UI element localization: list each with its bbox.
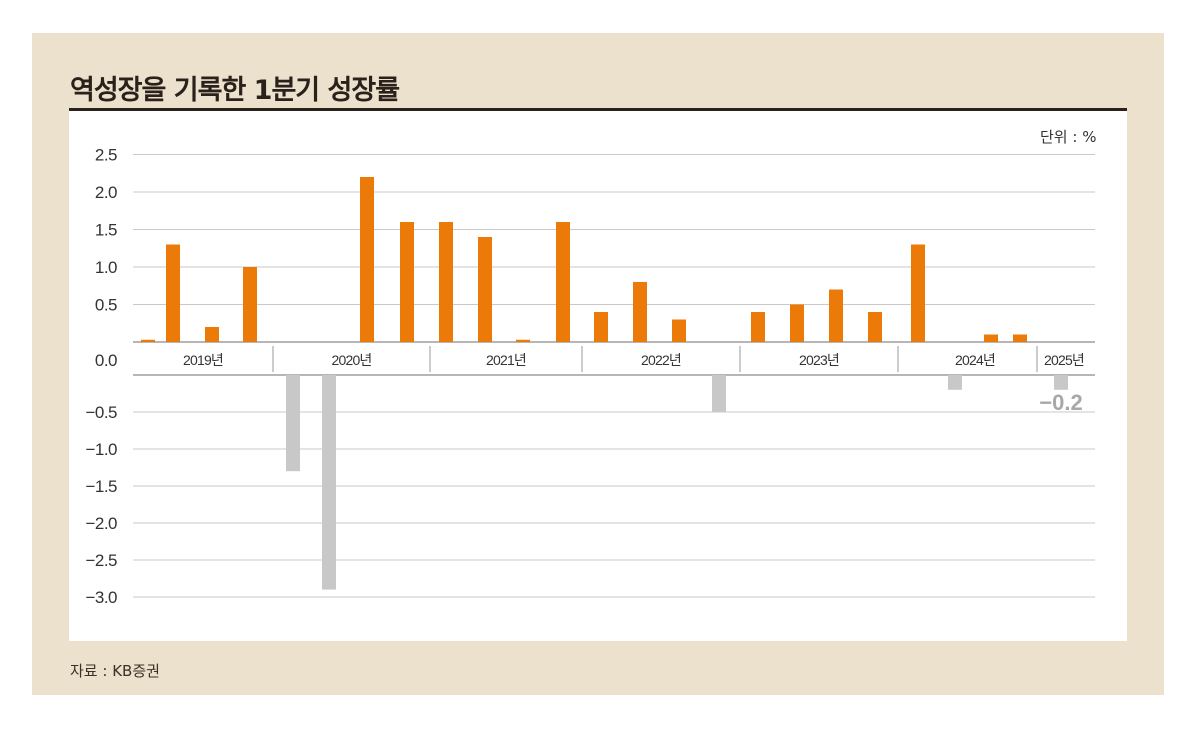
bar-positive [400,222,414,342]
bar-positive [672,319,686,342]
y-tick-label: 0.5 [95,296,117,315]
bar-positive [205,327,219,342]
bar-positive [360,177,374,342]
bar-positive [439,222,453,342]
bar-positive [911,244,925,342]
bar-negative [322,375,336,590]
y-tick-label: −1.5 [85,477,117,496]
bar-positive [556,222,570,342]
source-note: 자료 : KB증권 [70,662,160,680]
y-tick-label: −0.5 [85,403,117,422]
year-label: 2020년 [331,352,371,368]
y-tick-label: −1.0 [85,440,117,459]
year-label: 2021년 [486,352,526,368]
bar-positive [1013,334,1027,342]
bar-negative [286,375,300,472]
bar-positive [829,289,843,342]
bar-positive [751,312,765,342]
y-tick-label: 2.0 [95,183,117,202]
y-tick-label: −2.0 [85,514,117,533]
bar-positive [516,339,530,342]
y-tick-label: 1.0 [95,258,117,277]
unit-label: 단위 : % [1040,128,1097,146]
bar-negative [1054,375,1068,390]
bar-positive [141,339,155,342]
year-label: 2024년 [955,352,995,368]
bar-positive [478,237,492,342]
bar-positive [243,267,257,342]
year-label: 2019년 [183,352,223,368]
bar-positive [868,312,882,342]
y-tick-label: 1.5 [95,221,117,240]
year-label: 2025년 [1044,352,1084,368]
y-tick-label: −3.0 [85,588,117,607]
y-tick-label: 0.0 [95,351,117,370]
year-label: 2023년 [799,352,839,368]
bar-negative [948,375,962,390]
bar-positive [984,334,998,342]
year-label: 2022년 [641,352,681,368]
value-annotation: −0.2 [1039,390,1082,415]
y-tick-label: 2.5 [95,146,117,165]
y-tick-label: −2.5 [85,551,117,570]
bar-negative [712,375,726,412]
bar-positive [790,304,804,342]
bar-positive [633,282,647,342]
title-divider [69,108,1127,111]
bar-positive [166,244,180,342]
chart-title: 역성장을 기록한 1분기 성장률 [70,75,400,106]
bar-positive [594,312,608,342]
